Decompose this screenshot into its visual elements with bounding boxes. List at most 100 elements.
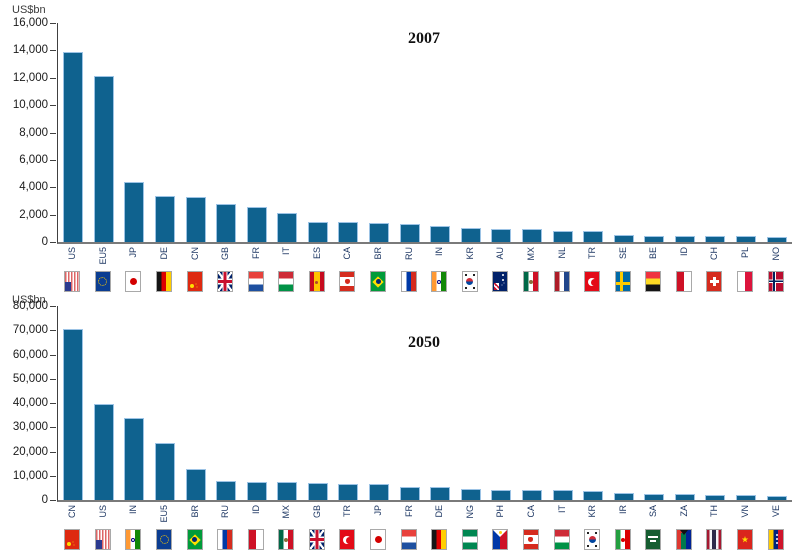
- flag-de-icon: [431, 529, 448, 550]
- flag-slot: [57, 529, 88, 550]
- bar-slot: [670, 23, 701, 242]
- bar-slot: [241, 306, 272, 500]
- bar-VN: [736, 495, 756, 500]
- country-code-label: FR: [403, 505, 414, 517]
- y-tick-mark: [50, 77, 56, 79]
- flag-us-icon: [94, 529, 111, 550]
- country-code-label: IN: [434, 247, 445, 256]
- bar-RU: [399, 224, 420, 242]
- label-slot: IT: [271, 246, 302, 271]
- flag-sa-icon: [645, 529, 662, 550]
- y-tick-mark: [50, 242, 56, 243]
- bar-slot: [425, 23, 456, 242]
- flag-eu-icon: [156, 529, 173, 550]
- flag-slot: [760, 529, 791, 550]
- country-code-label: BR: [373, 247, 384, 260]
- label-slot: ID: [240, 504, 271, 529]
- label-slot: JP: [118, 246, 149, 271]
- flag-no-icon: [767, 271, 784, 292]
- chart-title: 2007: [408, 30, 440, 47]
- y-tick-mark: [50, 330, 56, 332]
- flag-slot: [271, 271, 302, 292]
- bar-slot: [761, 23, 792, 242]
- flag-au-icon: [492, 271, 509, 292]
- flag-kr-icon: [584, 529, 601, 550]
- flag-id-icon: [247, 529, 264, 550]
- country-code-label: NL: [556, 247, 567, 259]
- label-slot: US: [88, 504, 119, 529]
- flag-slot: [363, 271, 394, 292]
- flag-slot: [179, 529, 210, 550]
- country-code-label: DE: [159, 247, 170, 260]
- flag-th-icon: [706, 529, 723, 550]
- y-tick-label: 0: [41, 236, 48, 248]
- bar-TR: [338, 484, 359, 500]
- bar-NL: [552, 231, 573, 242]
- bar-slot: [578, 306, 609, 500]
- y-tick-mark: [50, 105, 56, 107]
- bar-TH: [705, 495, 726, 500]
- flag-slot: [332, 271, 363, 292]
- y-tick-label: 60,000: [12, 348, 48, 361]
- label-slot: CN: [179, 246, 210, 271]
- flag-slot: [699, 271, 730, 292]
- bar-IN: [430, 226, 451, 242]
- country-code-label: CH: [709, 247, 720, 260]
- bar-ES: [307, 222, 328, 242]
- bar-slot: [608, 306, 639, 500]
- label-slot: TR: [577, 246, 608, 271]
- bar-CA: [338, 222, 359, 242]
- country-code-label: US: [97, 505, 108, 518]
- bar-slot: [761, 306, 792, 500]
- bar-GB: [307, 483, 328, 500]
- flag-slot: [210, 529, 241, 550]
- bar-slot: [119, 306, 150, 500]
- y-tick-label: 30,000: [12, 421, 48, 434]
- bar-NG: [460, 489, 481, 500]
- flag-nl-icon: [553, 271, 570, 292]
- label-slot: IR: [607, 504, 638, 529]
- bar-slot: [333, 23, 364, 242]
- bar-slot: [670, 306, 701, 500]
- flag-br-icon: [186, 529, 203, 550]
- y-axis: 16,000 14,000 12,000 10,000 8,000 6,000 4,000 2…: [0, 17, 56, 248]
- label-slot: US: [57, 246, 88, 271]
- bar-slot: [119, 23, 150, 242]
- country-code-label: AU: [495, 247, 506, 260]
- bar-slot: [456, 23, 487, 242]
- flag-slot: [302, 271, 333, 292]
- flag-slot: [118, 271, 149, 292]
- label-slot: ZA: [669, 504, 700, 529]
- y-tick-mark: [50, 23, 56, 24]
- y-tick-mark: [50, 354, 56, 356]
- bar-US: [93, 404, 114, 500]
- label-slot: CH: [699, 246, 730, 271]
- label-slot: NG: [455, 504, 486, 529]
- label-slot: CA: [332, 246, 363, 271]
- bar-BR: [369, 223, 390, 242]
- flag-mx-icon: [522, 271, 539, 292]
- y-tick-mark: [50, 451, 56, 453]
- bar-EU5: [93, 76, 114, 242]
- country-code-label: GB: [311, 505, 322, 519]
- flag-slot: [730, 529, 761, 550]
- bar-BR: [185, 469, 206, 500]
- bar-FR: [399, 487, 420, 500]
- bar-slot: [456, 306, 487, 500]
- country-code-label: IR: [617, 505, 628, 514]
- y-tick-label: 16,000: [12, 17, 48, 29]
- bar-slot: [639, 23, 670, 242]
- flag-fr-icon: [400, 529, 417, 550]
- label-slot: TR: [332, 504, 363, 529]
- chart-2050: US$bn 2050 80,000 70,000 60,000 50,000 40,00…: [0, 290, 798, 553]
- label-slot: FR: [393, 504, 424, 529]
- bar-RU: [216, 481, 237, 500]
- label-slot: EU5: [149, 504, 180, 529]
- y-axis: 80,000 70,000 60,000 50,000 40,000 30,000 20,0…: [0, 300, 56, 506]
- flag-slot: [699, 529, 730, 550]
- country-code-label: KR: [587, 505, 598, 518]
- bar-slot: [486, 23, 517, 242]
- flag-slot: [669, 271, 700, 292]
- country-code-label: VE: [770, 505, 781, 518]
